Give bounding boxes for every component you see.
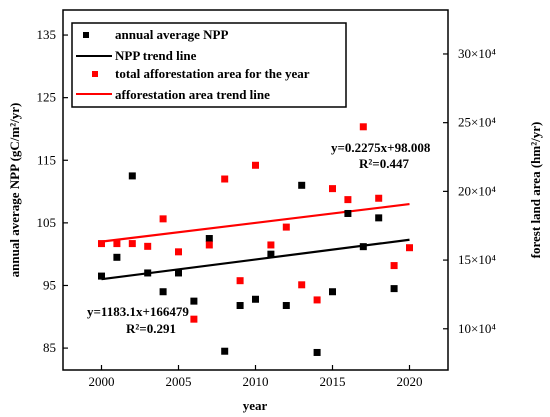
- left-tick-label: 85: [43, 340, 56, 355]
- annotation-black-r2: R²=0.291: [126, 321, 176, 336]
- y-axis-left-title: annual average NPP (gC/m²/yr): [7, 103, 22, 278]
- npp-point: [221, 347, 229, 355]
- npp-point: [359, 243, 367, 251]
- npp-point: [252, 295, 259, 303]
- right-tick-label: 25×10⁴: [458, 115, 496, 130]
- legend-label-afforestation: total afforestation area for the year: [115, 66, 310, 81]
- x-axis-title: year: [243, 398, 268, 413]
- npp-point: [113, 253, 121, 261]
- legend-box: [71, 22, 347, 108]
- data-markers: [98, 123, 413, 356]
- x-tick-label: 2010: [243, 374, 269, 389]
- afforestation-point: [390, 262, 398, 270]
- npp-point: [190, 297, 198, 305]
- x-axis-ticks: 2000 2005 2010 2015 2020: [89, 365, 423, 389]
- npp-point: [282, 302, 290, 310]
- right-tick-label: 15×10⁴: [458, 252, 496, 267]
- annotation-red-equation: y=0.2275x+98.008: [331, 140, 431, 155]
- afforestation-point: [329, 185, 336, 193]
- npp-point: [313, 348, 321, 356]
- afforestation-point: [236, 277, 244, 285]
- npp-point: [205, 235, 213, 243]
- x-tick-label: 2005: [166, 374, 192, 389]
- npp-point: [159, 288, 167, 296]
- right-axis-ticks: 10×10⁴ 15×10⁴ 20×10⁴ 25×10⁴ 30×10⁴: [443, 46, 496, 336]
- left-tick-label: 115: [37, 152, 56, 167]
- afforestation-point: [221, 175, 229, 183]
- x-tick-label: 2020: [397, 374, 423, 389]
- legend-marker-npp: [83, 32, 89, 38]
- afforestation-trend-line: [101, 202, 410, 243]
- npp-point: [344, 209, 352, 217]
- npp-trend-line: [101, 238, 410, 281]
- npp-point: [329, 288, 336, 296]
- afforestation-point: [128, 240, 136, 248]
- afforestation-point: [359, 123, 367, 131]
- npp-point: [267, 250, 275, 258]
- legend-label-afforestation-trend: afforestation area trend line: [115, 87, 270, 102]
- right-tick-label: 10×10⁴: [458, 321, 496, 336]
- legend-label-npp-trend: NPP trend line: [115, 48, 197, 63]
- npp-point: [298, 181, 306, 189]
- afforestation-point: [313, 296, 321, 304]
- right-tick-label: 30×10⁴: [458, 46, 496, 61]
- annotation-red-r2: R²=0.447: [359, 156, 409, 171]
- right-tick-label: 20×10⁴: [458, 183, 496, 198]
- annotation-black-equation: y=1183.1x+166479: [87, 304, 189, 319]
- npp-point: [144, 269, 152, 277]
- left-tick-label: 135: [37, 27, 57, 42]
- left-axis-ticks: 85 95 105 115 125 135: [37, 27, 68, 355]
- npp-point: [236, 302, 244, 310]
- afforestation-point: [113, 240, 121, 248]
- legend: annual average NPP NPP trend line total …: [71, 22, 347, 108]
- npp-point: [128, 172, 136, 180]
- afforestation-point: [375, 194, 383, 202]
- y-axis-right-title: forest land area (hm²/yr): [528, 122, 543, 259]
- npp-point: [390, 285, 398, 293]
- afforestation-point: [144, 242, 152, 250]
- npp-point: [375, 214, 383, 222]
- x-tick-label: 2015: [320, 374, 346, 389]
- x-tick-label: 2000: [89, 374, 115, 389]
- afforestation-point: [282, 223, 290, 231]
- afforestation-point: [252, 161, 259, 169]
- npp-point: [175, 269, 182, 277]
- left-tick-label: 95: [43, 277, 56, 292]
- afforestation-point: [406, 244, 413, 252]
- legend-marker-afforestation: [92, 71, 98, 77]
- afforestation-point: [175, 248, 182, 256]
- afforestation-point: [159, 215, 167, 223]
- npp-point: [98, 272, 105, 280]
- trend-lines: [101, 202, 410, 281]
- afforestation-point: [205, 241, 213, 249]
- afforestation-point: [98, 240, 105, 248]
- afforestation-point: [267, 241, 275, 249]
- afforestation-point: [298, 281, 306, 289]
- left-tick-label: 105: [37, 215, 57, 230]
- legend-label-npp: annual average NPP: [115, 27, 228, 42]
- afforestation-point: [190, 315, 198, 323]
- left-tick-label: 125: [37, 90, 57, 105]
- afforestation-point: [344, 196, 352, 204]
